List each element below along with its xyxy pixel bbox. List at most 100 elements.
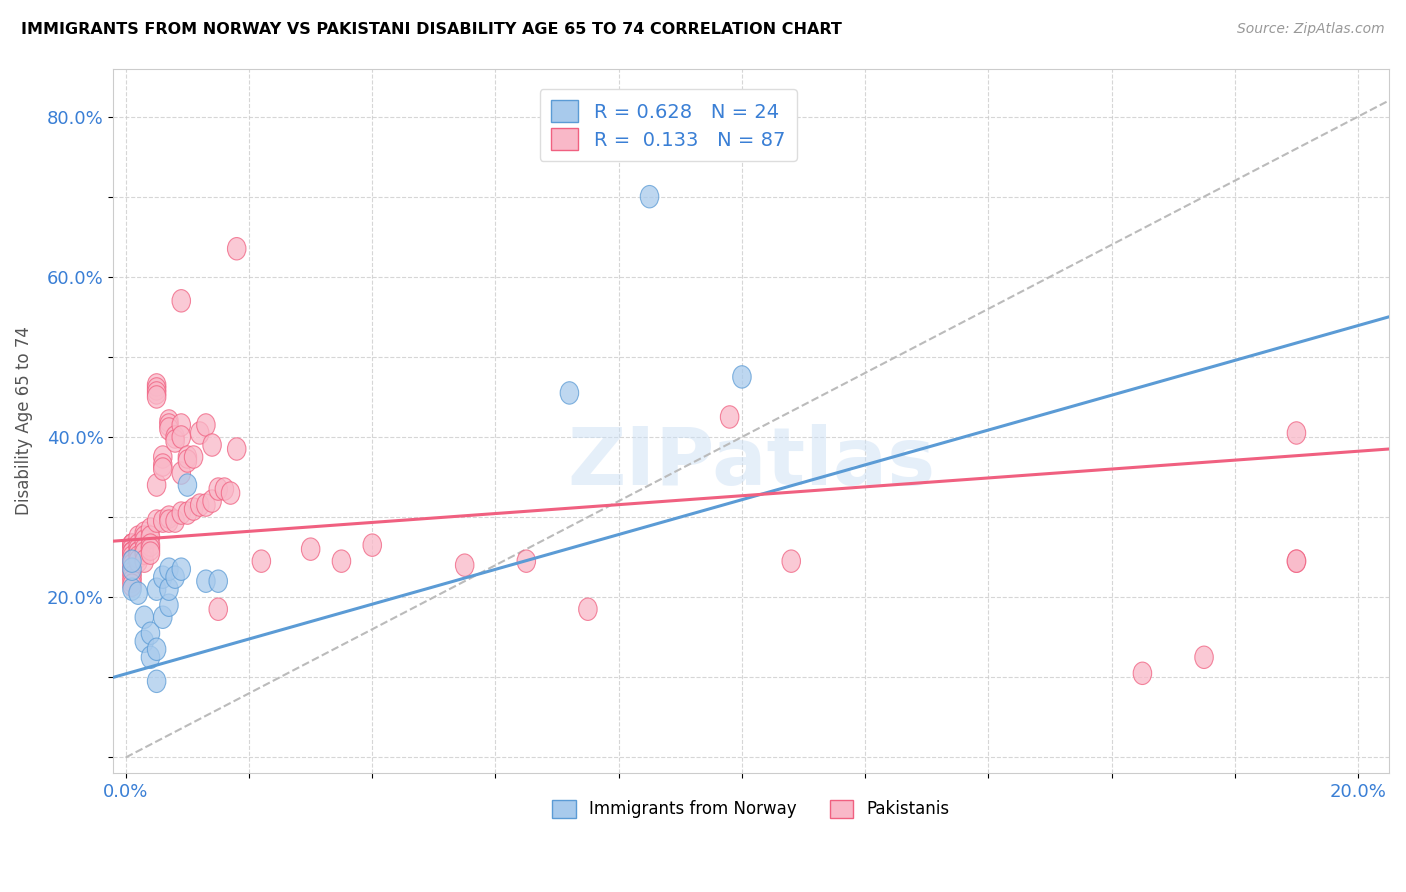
Ellipse shape xyxy=(179,502,197,524)
Ellipse shape xyxy=(148,385,166,409)
Ellipse shape xyxy=(215,478,233,500)
Ellipse shape xyxy=(122,566,141,589)
Ellipse shape xyxy=(135,522,153,544)
Ellipse shape xyxy=(122,534,141,557)
Ellipse shape xyxy=(1133,662,1152,684)
Ellipse shape xyxy=(733,366,751,388)
Ellipse shape xyxy=(252,550,270,573)
Ellipse shape xyxy=(129,546,148,568)
Ellipse shape xyxy=(135,630,153,652)
Ellipse shape xyxy=(135,550,153,573)
Ellipse shape xyxy=(153,446,172,468)
Ellipse shape xyxy=(122,542,141,565)
Ellipse shape xyxy=(129,542,148,565)
Ellipse shape xyxy=(141,538,160,560)
Ellipse shape xyxy=(160,414,179,436)
Ellipse shape xyxy=(197,570,215,592)
Ellipse shape xyxy=(148,578,166,600)
Ellipse shape xyxy=(148,374,166,396)
Ellipse shape xyxy=(179,450,197,472)
Ellipse shape xyxy=(148,510,166,533)
Ellipse shape xyxy=(135,538,153,560)
Ellipse shape xyxy=(221,482,240,504)
Ellipse shape xyxy=(148,474,166,496)
Ellipse shape xyxy=(153,454,172,476)
Ellipse shape xyxy=(560,382,579,404)
Ellipse shape xyxy=(166,430,184,452)
Ellipse shape xyxy=(209,598,228,621)
Ellipse shape xyxy=(135,542,153,565)
Ellipse shape xyxy=(148,377,166,401)
Ellipse shape xyxy=(135,606,153,629)
Ellipse shape xyxy=(166,425,184,448)
Ellipse shape xyxy=(122,550,141,573)
Ellipse shape xyxy=(197,414,215,436)
Ellipse shape xyxy=(148,382,166,404)
Ellipse shape xyxy=(129,582,148,605)
Ellipse shape xyxy=(148,670,166,692)
Ellipse shape xyxy=(172,462,190,484)
Ellipse shape xyxy=(122,534,141,557)
Ellipse shape xyxy=(172,425,190,448)
Ellipse shape xyxy=(129,538,148,560)
Ellipse shape xyxy=(153,606,172,629)
Ellipse shape xyxy=(179,474,197,496)
Ellipse shape xyxy=(122,534,141,557)
Ellipse shape xyxy=(179,446,197,468)
Ellipse shape xyxy=(122,574,141,597)
Ellipse shape xyxy=(202,490,221,512)
Ellipse shape xyxy=(122,550,141,573)
Ellipse shape xyxy=(172,290,190,312)
Ellipse shape xyxy=(197,494,215,516)
Ellipse shape xyxy=(160,578,179,600)
Ellipse shape xyxy=(1288,550,1306,573)
Ellipse shape xyxy=(332,550,350,573)
Ellipse shape xyxy=(129,526,148,549)
Ellipse shape xyxy=(228,438,246,460)
Ellipse shape xyxy=(640,186,659,208)
Ellipse shape xyxy=(166,566,184,589)
Ellipse shape xyxy=(122,542,141,565)
Ellipse shape xyxy=(782,550,800,573)
Ellipse shape xyxy=(141,534,160,557)
Ellipse shape xyxy=(141,646,160,668)
Ellipse shape xyxy=(141,542,160,565)
Ellipse shape xyxy=(172,502,190,524)
Ellipse shape xyxy=(160,558,179,581)
Ellipse shape xyxy=(160,510,179,533)
Ellipse shape xyxy=(141,518,160,541)
Ellipse shape xyxy=(153,458,172,480)
Text: IMMIGRANTS FROM NORWAY VS PAKISTANI DISABILITY AGE 65 TO 74 CORRELATION CHART: IMMIGRANTS FROM NORWAY VS PAKISTANI DISA… xyxy=(21,22,842,37)
Ellipse shape xyxy=(720,406,740,428)
Ellipse shape xyxy=(135,526,153,549)
Ellipse shape xyxy=(202,434,221,456)
Ellipse shape xyxy=(1288,550,1306,573)
Ellipse shape xyxy=(160,506,179,528)
Ellipse shape xyxy=(190,494,209,516)
Ellipse shape xyxy=(1195,646,1213,668)
Ellipse shape xyxy=(172,558,190,581)
Ellipse shape xyxy=(153,510,172,533)
Ellipse shape xyxy=(153,566,172,589)
Ellipse shape xyxy=(160,594,179,616)
Ellipse shape xyxy=(141,526,160,549)
Ellipse shape xyxy=(122,562,141,584)
Ellipse shape xyxy=(122,542,141,565)
Ellipse shape xyxy=(172,414,190,436)
Ellipse shape xyxy=(166,510,184,533)
Ellipse shape xyxy=(141,622,160,644)
Ellipse shape xyxy=(148,638,166,660)
Ellipse shape xyxy=(209,478,228,500)
Ellipse shape xyxy=(122,558,141,581)
Ellipse shape xyxy=(122,570,141,592)
Text: ZIPatlas: ZIPatlas xyxy=(567,425,935,502)
Ellipse shape xyxy=(122,554,141,576)
Ellipse shape xyxy=(122,558,141,581)
Ellipse shape xyxy=(184,446,202,468)
Ellipse shape xyxy=(190,422,209,444)
Ellipse shape xyxy=(135,530,153,552)
Ellipse shape xyxy=(129,534,148,557)
Ellipse shape xyxy=(579,598,598,621)
Ellipse shape xyxy=(129,550,148,573)
Ellipse shape xyxy=(228,237,246,260)
